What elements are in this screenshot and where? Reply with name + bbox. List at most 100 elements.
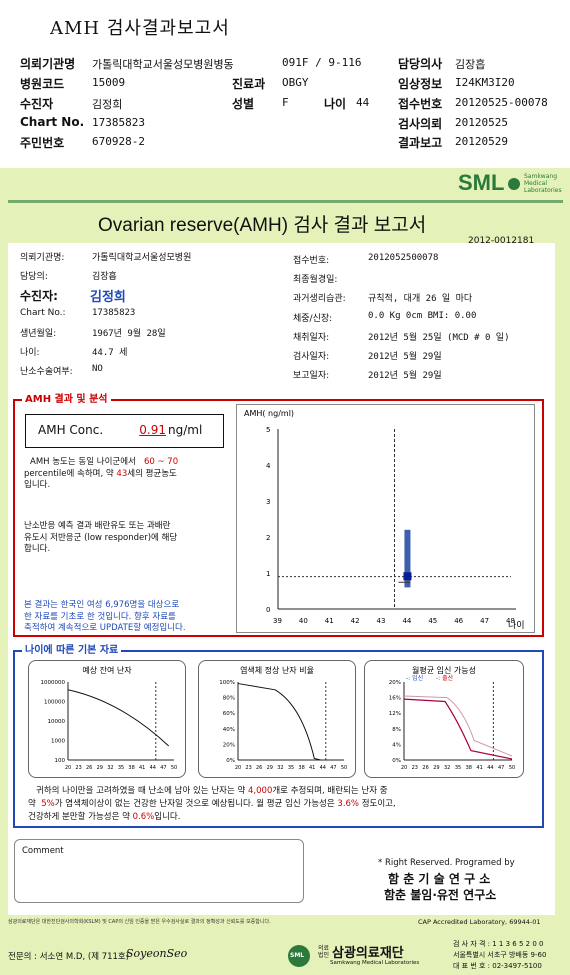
- amh-conc-box: [25, 414, 224, 448]
- doctor-sign-line: 전문의 : 서소연 M.D, (제 711호): [8, 952, 130, 962]
- page-title: AMH 검사결과보고서: [50, 18, 230, 39]
- y-tick-label: 100%: [219, 680, 235, 686]
- y-tick-label: 60%: [223, 711, 235, 717]
- logo-underline: [8, 200, 563, 203]
- egg-chart-box: [28, 660, 186, 778]
- value-regno: 20120525-00078: [455, 96, 548, 109]
- comment-label: Comment: [22, 846, 64, 856]
- y-tick-label: 20%: [223, 742, 235, 748]
- x-tick-label: 47: [160, 765, 166, 771]
- legend-birth: -: 출산: [436, 674, 454, 682]
- x-tick-label: 20: [401, 765, 407, 771]
- x-tick-label: 29: [97, 765, 103, 771]
- x-tick-label: 44: [150, 765, 156, 771]
- report-title: Ovarian reserve(AMH) 검사 결과 보고서: [98, 215, 427, 236]
- range-bar: [404, 529, 411, 588]
- x-tick-label: 26: [422, 765, 428, 771]
- y-tick-label: 80%: [223, 696, 235, 702]
- y-tick-label: 5: [266, 426, 270, 434]
- x-tick-label: 26: [256, 765, 262, 771]
- x-tick-label: 32: [277, 765, 283, 771]
- signature: SoyeonSeo: [126, 947, 188, 960]
- age-section-title: 나이에 따른 기본 자료: [22, 641, 122, 656]
- patient-point: [403, 572, 412, 581]
- label-dept: 진료과: [232, 77, 266, 91]
- amh-value: 0.91: [139, 423, 166, 437]
- x-tick-label: 29: [433, 765, 439, 771]
- y-tick-label: 4: [266, 462, 271, 470]
- x-tick-label: 41: [325, 617, 334, 625]
- pregnancy-chart: 월평균 임신 가능성 20% 16% 12% 8% 4% 0%20 23 26 29 32 35 38 4…: [389, 665, 515, 771]
- series-line: [67, 689, 170, 747]
- amh-conc-label: AMH Conc.: [38, 423, 104, 437]
- comment-box: [14, 839, 304, 903]
- chart-title: 예상 잔여 난자: [82, 665, 132, 675]
- y-tick-label: 0%: [226, 758, 235, 764]
- y-tick-label: 0%: [392, 758, 401, 764]
- y-tick-label: 10000: [48, 719, 66, 725]
- x-tick-label: 46: [454, 617, 463, 625]
- series-line-pregnancy: [403, 695, 513, 757]
- normal-egg-chart: 염색체 정상 난자 비율 100% 80% 60% 40% 20% 0%20 23 26 29 32…: [219, 665, 347, 771]
- y-tick-label: 4%: [392, 742, 401, 748]
- value-ssn: 670928-2: [92, 135, 145, 148]
- chart-title: 염색체 정상 난자 비율: [240, 665, 314, 675]
- x-tick-label: 41: [309, 765, 315, 771]
- normal-chart-box: [198, 660, 356, 778]
- value-chartno: 17385823: [92, 116, 145, 129]
- value-doctor: 김장흡: [455, 58, 486, 71]
- x-tick-label: 41: [139, 765, 145, 771]
- value-hospcode: 15009: [92, 76, 126, 89]
- y-tick-label: 2: [266, 534, 270, 542]
- x-tick-label: 23: [75, 765, 81, 771]
- sml-small-logo-icon: [288, 945, 310, 967]
- y-tick-label: 40%: [223, 727, 235, 733]
- x-tick-label: 38: [128, 765, 134, 771]
- x-tick-label: 50: [341, 765, 347, 771]
- x-tick-label: 47: [330, 765, 336, 771]
- y-tick-label: 16%: [389, 696, 401, 702]
- chart-title: 월평균 임신 가능성: [412, 665, 476, 675]
- label-report: 결과보고: [398, 136, 443, 150]
- y-axis-label: AMH( ng/ml): [244, 409, 294, 418]
- x-tick-label: 38: [466, 765, 472, 771]
- label-hospital: 의뢰기관명: [20, 57, 76, 71]
- y-tick-label: 8%: [392, 727, 401, 733]
- value-dept: OBGY: [282, 76, 309, 89]
- label-sex: 성별: [232, 97, 255, 111]
- org-name-en: Samkwang Medical Laboratories: [330, 960, 420, 966]
- age-section-box: [13, 650, 544, 828]
- amh-section-box: [13, 399, 544, 637]
- value-age: 44: [356, 96, 370, 109]
- lab-name-1: 함 춘 기 술 연 구 소: [388, 872, 491, 886]
- x-tick-label: 41: [476, 765, 482, 771]
- y-tick-label: 12%: [389, 711, 401, 717]
- label-doctor: 담당의사: [398, 57, 443, 71]
- x-tick-label: 50: [509, 765, 515, 771]
- x-tick-label: 26: [86, 765, 92, 771]
- x-tick-label: 44: [487, 765, 493, 771]
- x-tick-label: 29: [267, 765, 273, 771]
- x-tick-label: 35: [118, 765, 124, 771]
- value-hospital: 가톨릭대학교서울성모병원병동: [92, 58, 234, 71]
- x-tick-label: 32: [107, 765, 113, 771]
- x-tick-label: 35: [288, 765, 294, 771]
- series-line: [237, 683, 321, 761]
- x-tick-label: 39: [273, 617, 282, 625]
- x-tick-label: 38: [298, 765, 304, 771]
- preg-chart-box: [364, 660, 524, 778]
- y-tick-label: 0: [266, 606, 270, 614]
- amh-unit: ng/ml: [168, 423, 203, 437]
- x-tick-label: 20: [235, 765, 241, 771]
- value-report: 20120529: [455, 135, 508, 148]
- x-tick-label: 35: [455, 765, 461, 771]
- cap-text: CAP Accredited Laboratory, 69944-01: [418, 918, 541, 926]
- amh-section-title: AMH 결과 및 분석: [22, 390, 111, 405]
- x-tick-label: 32: [444, 765, 450, 771]
- x-tick-label: 48: [506, 617, 515, 625]
- x-tick-label: 23: [245, 765, 251, 771]
- x-tick-label: 44: [402, 617, 411, 625]
- value-patient: 김정희: [92, 98, 123, 111]
